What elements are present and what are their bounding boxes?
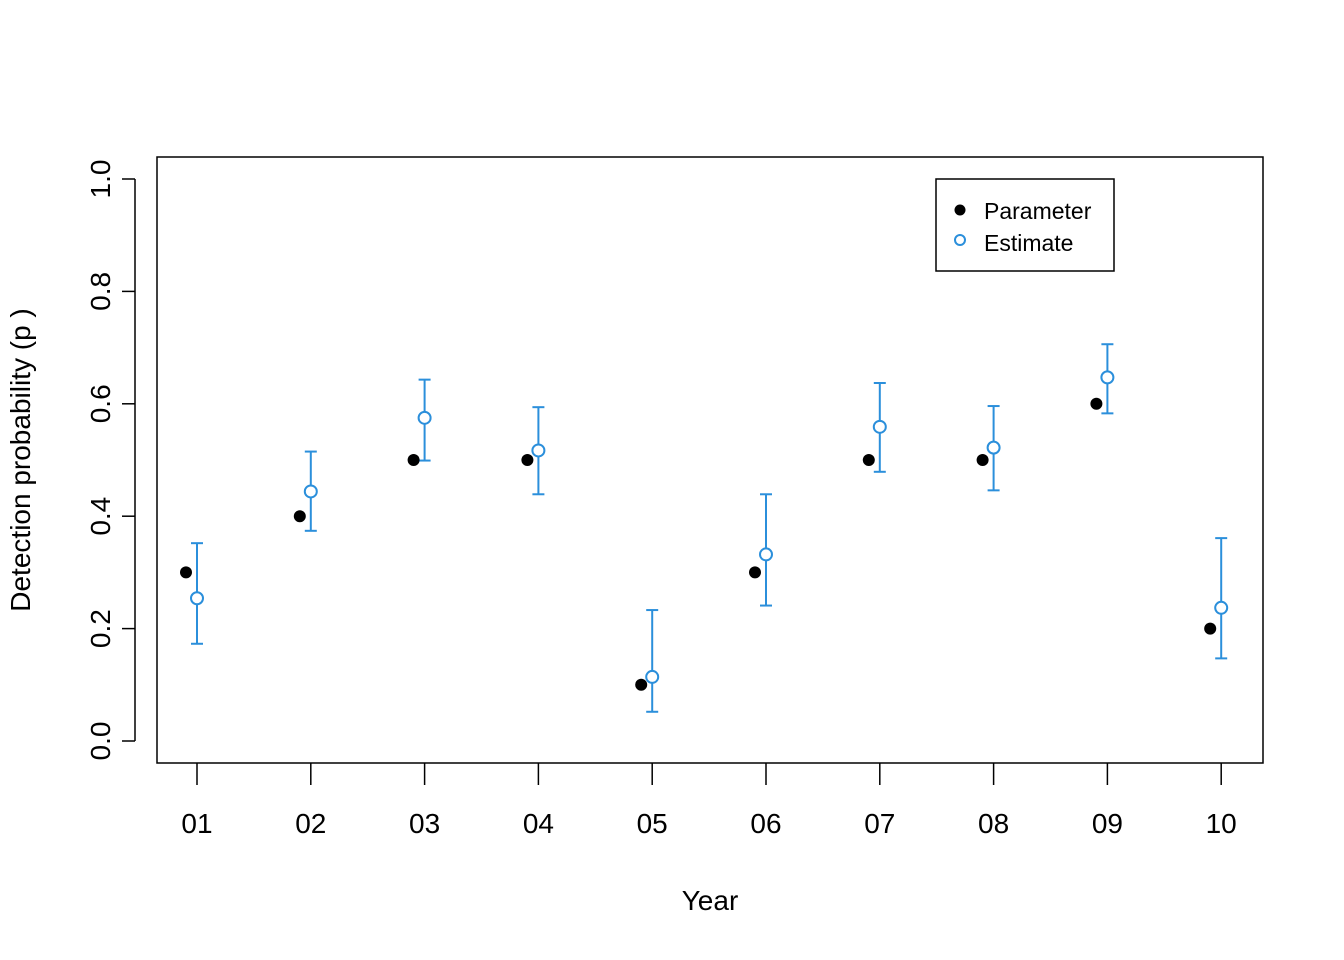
x-tick-label: 08 <box>978 808 1009 839</box>
legend-label-parameter: Parameter <box>984 198 1092 224</box>
y-tick-label: 0.2 <box>85 609 116 648</box>
x-tick-label: 02 <box>295 808 326 839</box>
estimate-point <box>531 443 546 458</box>
y-tick-label: 0.4 <box>85 497 116 536</box>
estimate-point <box>872 419 887 434</box>
estimate-point <box>417 410 432 425</box>
x-tick-label: 04 <box>523 808 554 839</box>
error-bars <box>191 343 1228 713</box>
y-tick-label: 0.6 <box>85 384 116 423</box>
parameter-point <box>1090 397 1103 410</box>
x-tick-label: 07 <box>864 808 895 839</box>
estimate-point <box>303 484 318 499</box>
parameter-point <box>1204 622 1217 635</box>
estimate-point <box>190 591 204 606</box>
estimate-point <box>645 669 660 684</box>
parameter-point <box>749 566 761 579</box>
parameter-point <box>521 454 534 466</box>
y-axis: 0.0 0.2 0.4 0.6 0.8 1.0 <box>85 160 136 761</box>
parameter-point <box>862 454 875 466</box>
y-axis-title: Detection probability (p ) <box>5 308 36 611</box>
estimate-point <box>1214 600 1229 615</box>
legend-marker-estimate <box>954 234 966 246</box>
x-tick-label: 09 <box>1092 808 1123 839</box>
y-tick-label: 0.8 <box>85 272 116 311</box>
x-axis: 01 02 03 04 05 06 07 08 09 10 <box>181 763 1237 839</box>
legend-marker-parameter <box>954 204 966 216</box>
x-tick-label: 03 <box>409 808 440 839</box>
parameter-point <box>635 678 648 691</box>
estimate-point <box>759 547 773 562</box>
x-axis-title: Year <box>682 885 739 916</box>
x-tick-label: 10 <box>1206 808 1237 839</box>
parameter-point <box>407 454 420 466</box>
x-tick-label: 06 <box>750 808 781 839</box>
estimate-point <box>1100 370 1115 385</box>
x-tick-label: 01 <box>181 808 212 839</box>
legend-label-estimate: Estimate <box>984 230 1073 256</box>
parameter-point <box>976 454 989 466</box>
x-tick-label: 05 <box>637 808 668 839</box>
legend: Parameter Estimate <box>935 178 1115 272</box>
legend-box <box>935 178 1115 272</box>
y-tick-label: 0.0 <box>85 722 116 761</box>
data-points <box>180 370 1229 691</box>
parameter-point <box>293 510 306 523</box>
plot-frame <box>156 156 1264 764</box>
y-tick-label: 1.0 <box>85 160 116 199</box>
estimate-point <box>986 440 1001 455</box>
parameter-point <box>180 566 192 579</box>
